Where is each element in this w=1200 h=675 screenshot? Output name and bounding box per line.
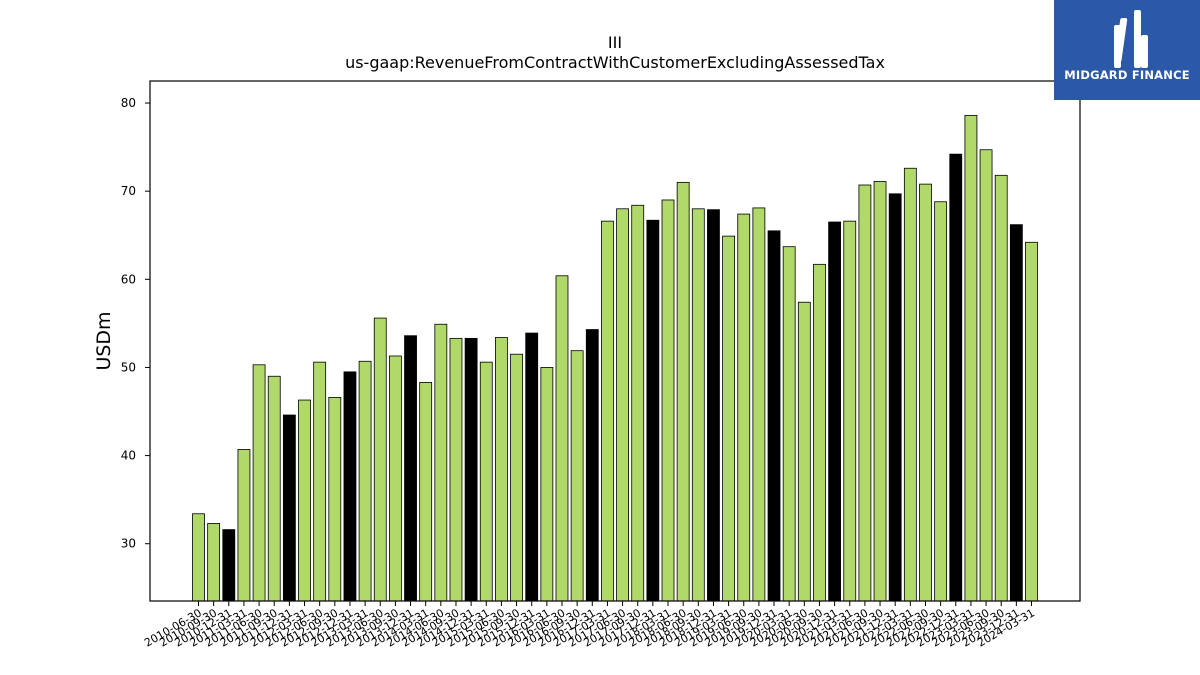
bar-2016-03-31 xyxy=(540,367,554,602)
y-tick-label: 30 xyxy=(121,537,136,551)
bar-2015-09-30 xyxy=(510,353,523,602)
bar-2019-09-30 xyxy=(752,207,766,602)
bar-2017-09-30 xyxy=(631,204,645,602)
bar-2024-03-31 xyxy=(1025,241,1038,602)
chart-title: III xyxy=(608,33,622,52)
bar-2018-09-30 xyxy=(691,208,705,602)
bar-2019-03-31 xyxy=(722,235,735,602)
bar-2010-09-30 xyxy=(207,523,221,602)
bar-2023-06-30 xyxy=(979,149,993,602)
bar-2014-12-31 xyxy=(464,337,478,602)
bar-2015-12-31 xyxy=(525,332,539,602)
bar-2017-06-30 xyxy=(616,208,629,602)
bar-2010-06-30 xyxy=(192,513,205,602)
y-tick-label: 50 xyxy=(121,360,136,374)
bar-2011-03-31 xyxy=(237,449,251,602)
bar-2011-12-31 xyxy=(282,414,296,602)
brand-name: MIDGARD FINANCE xyxy=(1064,68,1190,82)
bar-2014-09-30 xyxy=(449,337,463,602)
bar-2012-03-31 xyxy=(298,399,311,602)
bar-2020-03-31 xyxy=(782,246,796,602)
y-tick-label: 60 xyxy=(121,272,136,286)
bar-2011-09-30 xyxy=(267,375,281,602)
brand-logo: MIDGARD FINANCE xyxy=(1054,0,1200,100)
bar-2016-12-31 xyxy=(585,329,599,602)
bars-group xyxy=(192,114,1038,602)
bar-2019-12-31 xyxy=(767,230,781,602)
y-axis-label: USDm xyxy=(93,311,115,370)
bar-2022-06-30 xyxy=(919,183,932,602)
bar-2014-06-30 xyxy=(434,323,448,602)
bar-2011-06-30 xyxy=(252,364,266,602)
bar-2021-09-30 xyxy=(873,181,887,602)
bar-2013-12-31 xyxy=(404,335,417,602)
bar-2016-06-30 xyxy=(555,275,569,602)
bar-2020-06-30 xyxy=(797,301,811,602)
bar-2018-12-31 xyxy=(707,209,720,602)
midgard-logo-icon xyxy=(1114,10,1148,68)
bar-2017-03-31 xyxy=(601,220,614,602)
chart-subtitle: us-gaap:RevenueFromContractWithCustomerE… xyxy=(345,53,885,72)
bar-2013-09-30 xyxy=(388,355,402,602)
bar-2016-09-30 xyxy=(570,350,584,602)
bar-2013-03-31 xyxy=(358,360,372,602)
bar-2023-12-31 xyxy=(1009,224,1023,602)
bar-2012-09-30 xyxy=(328,397,342,602)
bar-2022-09-30 xyxy=(934,201,948,602)
y-tick-label: 40 xyxy=(121,449,136,463)
bar-2021-06-30 xyxy=(858,184,872,602)
bar-2022-03-31 xyxy=(903,167,917,602)
bar-2020-09-30 xyxy=(813,263,826,602)
bar-2014-03-31 xyxy=(419,382,433,602)
bar-2015-06-30 xyxy=(495,337,508,602)
bar-2012-12-31 xyxy=(343,371,357,602)
bar-2013-06-30 xyxy=(373,317,387,602)
bar-2010-12-31 xyxy=(222,529,236,602)
y-tick-label: 80 xyxy=(121,96,136,110)
bar-2023-03-31 xyxy=(964,114,978,602)
bar-2018-06-30 xyxy=(676,181,690,602)
bar-2017-12-31 xyxy=(646,219,660,602)
bar-2020-12-31 xyxy=(828,221,842,602)
bar-2019-06-30 xyxy=(737,213,751,602)
y-tick-label: 70 xyxy=(121,184,136,198)
plot-frame xyxy=(149,80,1081,602)
bar-2023-09-30 xyxy=(994,174,1008,602)
y-axis-ticks: 30 40 50 60 70 80 xyxy=(121,96,150,551)
bar-2022-12-31 xyxy=(949,153,963,602)
bar-2021-03-31 xyxy=(843,220,857,602)
x-axis-ticks: 2010-06-302010-09-302010-12-312011-03-31… xyxy=(142,601,1037,650)
bar-2015-03-31 xyxy=(479,361,493,602)
bar-2021-12-31 xyxy=(888,193,902,602)
bar-2012-06-30 xyxy=(313,361,327,602)
bar-2018-03-31 xyxy=(661,199,675,602)
